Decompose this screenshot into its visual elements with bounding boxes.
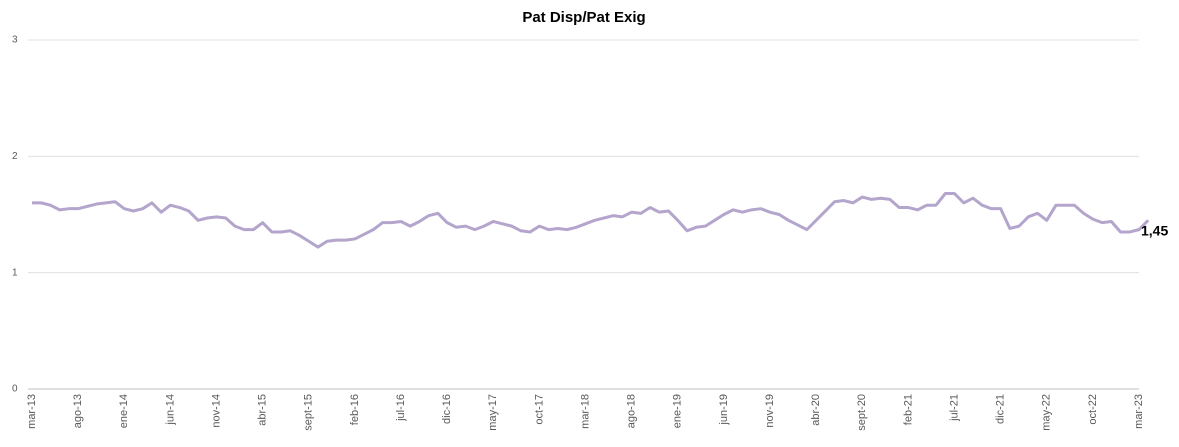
x-tick-label: feb-16 (349, 394, 361, 425)
x-tick-label: may-17 (487, 394, 499, 431)
y-tick-label: 1 (12, 267, 18, 278)
x-tick-label: mar-13 (26, 394, 38, 429)
x-tick-label: nov-14 (210, 394, 222, 428)
x-tick-label: mar-23 (1133, 394, 1145, 429)
x-tick-label: oct-22 (1087, 394, 1099, 425)
x-tick-label: sept-20 (856, 394, 868, 431)
x-tick-label: nov-19 (764, 394, 776, 428)
x-tick-label: mar-18 (579, 394, 591, 429)
y-tick-label: 2 (12, 151, 18, 162)
y-tick-label: 0 (12, 384, 18, 395)
x-tick-label: jul-16 (395, 394, 407, 422)
line (32, 192, 1150, 249)
x-tick-label: dic-16 (441, 394, 453, 424)
x-tick-label: oct-17 (533, 394, 545, 425)
x-tick-label: abr-20 (810, 394, 822, 426)
x-tick-label: jul-21 (948, 394, 960, 422)
data-label: 1,45 (1141, 222, 1168, 238)
x-tick-label: jun-19 (718, 394, 730, 426)
x-tick-label: ago-13 (72, 394, 84, 428)
x-tick-label: may-22 (1041, 394, 1053, 431)
x-tick-label: ago-18 (626, 394, 638, 428)
x-tick-label: jun-14 (164, 394, 176, 426)
x-tick-label: ene-14 (118, 394, 130, 428)
x-tick-label: feb-21 (902, 394, 914, 425)
y-tick-label: 3 (12, 35, 18, 46)
x-tick-label: abr-15 (257, 394, 269, 426)
x-tick-label: ene-19 (672, 394, 684, 428)
x-tick-label: sept-15 (303, 394, 315, 431)
x-tick-label: dic-21 (995, 394, 1007, 424)
chart-title: Pat Disp/Pat Exig (522, 9, 645, 26)
